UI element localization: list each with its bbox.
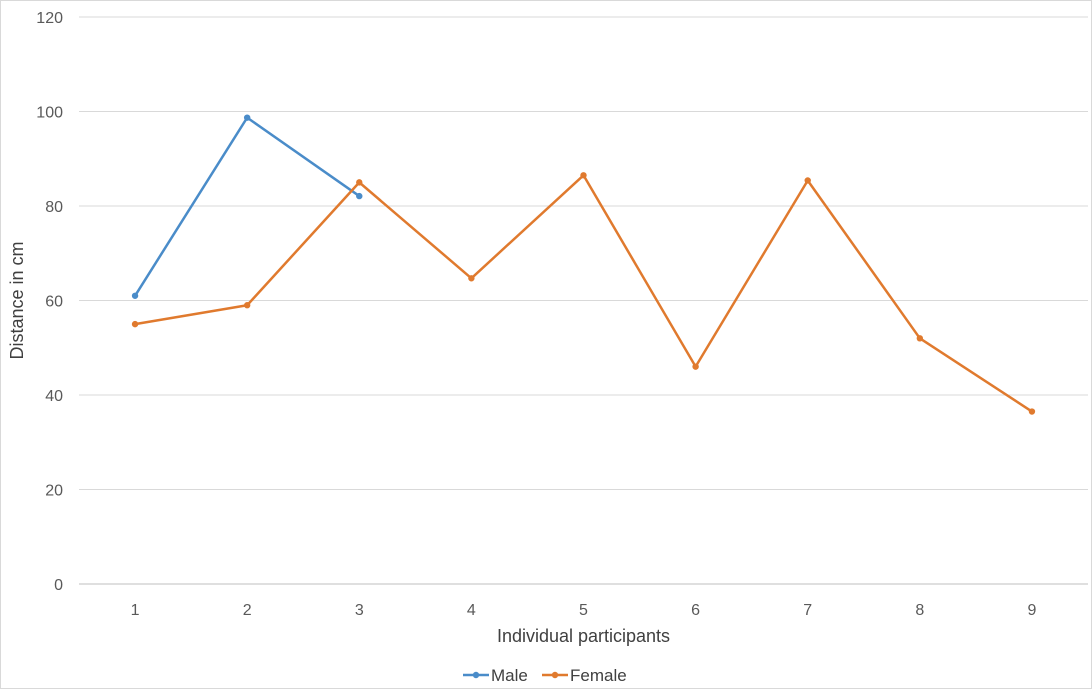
x-axis-ticks: 1 2 3 4 5 6 7 8 9 — [131, 602, 1037, 619]
female-data-point — [1028, 408, 1036, 415]
x-tick-label: 8 — [915, 602, 924, 619]
x-tick-label: 3 — [355, 602, 364, 619]
male-data-point — [243, 114, 251, 121]
series-lines — [131, 114, 1036, 415]
x-tick-label: 7 — [803, 602, 812, 619]
y-axis-ticks: 0 20 40 60 80 100 120 — [36, 10, 63, 594]
male-series-line — [133, 116, 360, 297]
male-data-point — [356, 192, 363, 200]
y-tick-label: 120 — [36, 10, 63, 27]
female-data-point — [356, 179, 363, 186]
y-tick-label: 100 — [36, 105, 63, 122]
y-tick-label: 0 — [54, 577, 63, 594]
legend-label-male: Male — [491, 666, 528, 685]
female-data-point — [692, 363, 699, 370]
female-data-point — [580, 172, 587, 179]
x-tick-label: 6 — [691, 602, 700, 619]
x-tick-label: 2 — [243, 602, 252, 619]
legend-item-female: Female — [542, 666, 627, 685]
gridlines — [79, 16, 1088, 585]
legend: Male Female — [463, 666, 627, 685]
y-tick-label: 40 — [45, 388, 63, 405]
y-tick-label: 80 — [45, 199, 63, 216]
y-axis-title: Distance in cm — [7, 241, 27, 359]
x-axis-title: Individual participants — [497, 626, 670, 646]
female-data-point — [804, 177, 811, 184]
female-data-point — [916, 335, 924, 342]
legend-label-female: Female — [570, 666, 627, 685]
female-data-point — [131, 320, 139, 328]
female-series-line — [134, 174, 1033, 413]
legend-item-male: Male — [463, 666, 528, 685]
x-tick-label: 1 — [131, 602, 140, 619]
x-tick-label: 5 — [579, 602, 588, 619]
y-tick-label: 60 — [45, 294, 63, 311]
x-tick-label: 9 — [1027, 602, 1036, 619]
female-data-point — [243, 302, 251, 309]
x-tick-label: 4 — [467, 602, 476, 619]
male-data-point — [131, 292, 139, 299]
legend-marker-female — [551, 671, 559, 679]
female-data-point — [468, 275, 475, 282]
y-tick-label: 20 — [45, 483, 63, 500]
legend-marker-male — [472, 671, 480, 679]
